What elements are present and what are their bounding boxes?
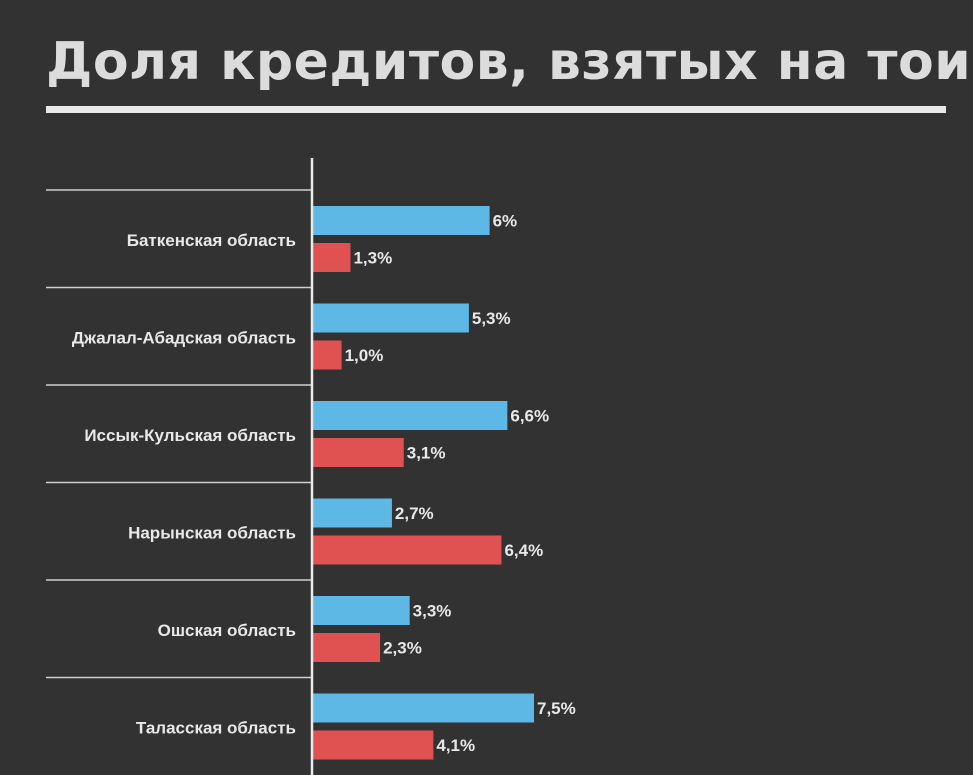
data-label: 4,1% [436,736,475,755]
bar-series-2 [312,535,502,565]
title-underline [46,106,946,113]
data-label: 6,4% [504,541,543,560]
bar-series-1 [312,303,469,333]
bar-series-2 [312,243,351,272]
bar-series-2 [312,730,434,760]
category-label: Таласская область [136,719,296,738]
data-label: 5,3% [472,309,511,328]
category-label: Ошская область [158,621,296,640]
category-label: Иссык-Кульская область [84,426,296,445]
bar-series-1 [312,206,490,235]
bar-series-2 [312,633,381,662]
bar-series-1 [312,596,410,625]
category-label: Джалал-Абадская область [72,329,296,348]
data-label: 2,3% [383,639,422,658]
bar-series-1 [312,401,508,430]
data-label: 7,5% [537,699,576,718]
data-label: 6,6% [510,407,549,426]
data-label: 6% [493,212,518,231]
bar-series-1 [312,498,392,528]
bar-series-1 [312,693,534,723]
data-label: 3,3% [413,602,452,621]
bar-series-2 [312,340,342,370]
data-label: 1,0% [345,346,384,365]
bar-series-2 [312,438,404,467]
chart-title: Доля кредитов, взятых на тои [46,32,972,92]
category-label: Баткенская область [127,231,296,250]
data-label: 1,3% [353,249,392,268]
data-label: 3,1% [407,444,446,463]
category-label: Нарынская область [128,524,296,543]
data-label: 2,7% [395,504,434,523]
